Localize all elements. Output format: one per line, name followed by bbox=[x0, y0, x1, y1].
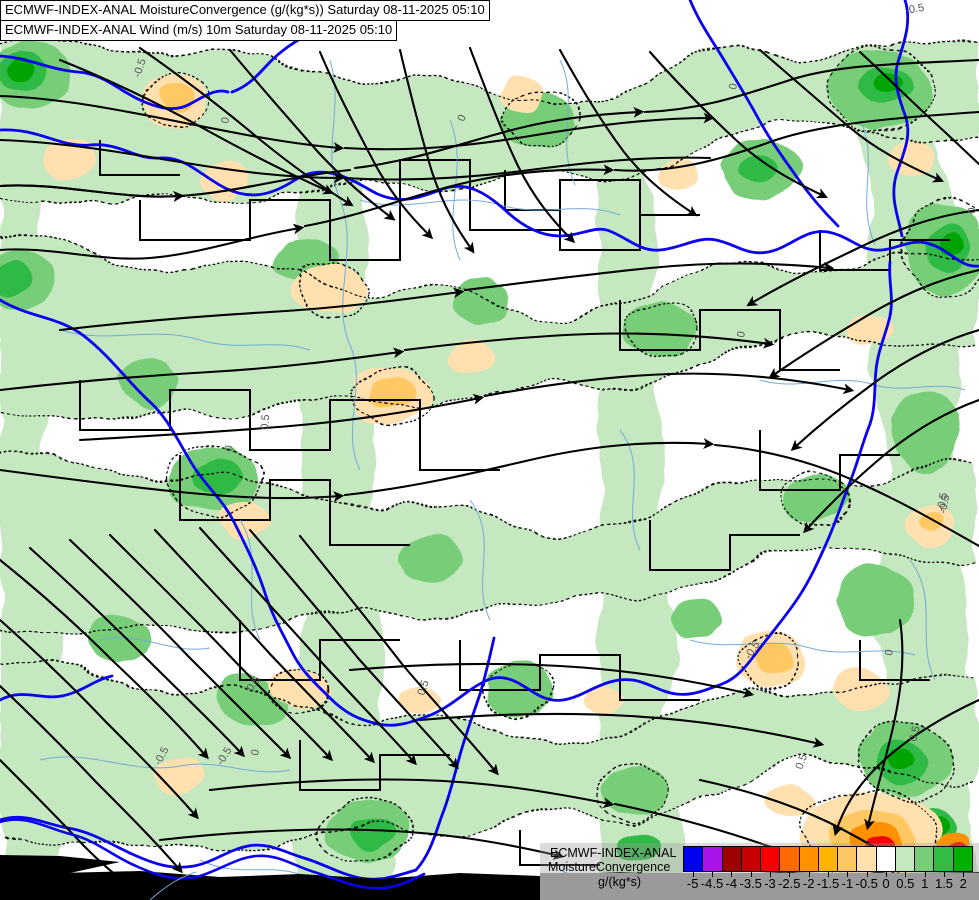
domain-mask-bottom-left bbox=[0, 855, 120, 873]
svg-text:0.5: 0.5 bbox=[415, 679, 431, 697]
colorbar-tick-label-9: -0.5 bbox=[855, 876, 878, 891]
svg-text:-0.5: -0.5 bbox=[937, 494, 952, 515]
colorbar-tick-label-6: -2 bbox=[802, 876, 815, 891]
svg-text:0: 0 bbox=[223, 444, 236, 452]
colorbar-tick-14 bbox=[963, 872, 965, 877]
header-moisture-convergence-label: ECMWF-INDEX-ANAL MoistureConvergence (g/… bbox=[0, 0, 490, 21]
svg-text:-0.5: -0.5 bbox=[131, 57, 148, 79]
colorbar-swatch-6 bbox=[799, 847, 819, 871]
colorbar-tick-12 bbox=[924, 872, 926, 877]
legend-variable-label: MoistureConvergence bbox=[548, 860, 671, 874]
colorbar-tick-label-0: -5 bbox=[686, 876, 699, 891]
colorbar-tick-8 bbox=[847, 872, 849, 877]
colorbar-tick-label-1: -4.5 bbox=[700, 876, 724, 891]
svg-text:0: 0 bbox=[966, 207, 978, 214]
colorbar-swatch-9 bbox=[857, 847, 877, 871]
colorbar-swatch-5 bbox=[780, 847, 800, 871]
colorbar-tick-labels: -5 -4.5 -4 -3.5 -3 -2.5 -2 -1.5 -1 -0.5 0 0.5 1 1.5 2 bbox=[668, 876, 979, 892]
contour-lines-dotted bbox=[0, 34, 979, 880]
colorbar-swatch-1 bbox=[703, 847, 723, 871]
colorbar-swatch-12 bbox=[915, 847, 935, 871]
colorbar-tick-label-13: 1.5 bbox=[934, 876, 954, 891]
colorbar-tick-13 bbox=[944, 872, 945, 877]
legend-units-label: g/(kg*s) bbox=[598, 875, 642, 889]
svg-text:0: 0 bbox=[456, 113, 469, 123]
svg-text:0: 0 bbox=[219, 116, 232, 124]
colorbar-tick-9 bbox=[866, 872, 868, 877]
colorbar-tick-label-10: 0 bbox=[882, 876, 890, 891]
svg-text:-0.5: -0.5 bbox=[904, 2, 925, 17]
svg-text:-0.5: -0.5 bbox=[935, 492, 950, 513]
colorbar-swatch-7 bbox=[818, 847, 839, 871]
colorbar-tick-label-7: -1.5 bbox=[816, 876, 840, 891]
colorbar-tick-10 bbox=[886, 872, 887, 877]
colorbar-swatch-2 bbox=[722, 847, 742, 871]
legend-panel: ECMWF-INDEX-ANAL MoistureConvergence g/(… bbox=[540, 843, 979, 900]
svg-text:0.5: 0.5 bbox=[794, 753, 811, 771]
colorbar-tick-11 bbox=[905, 872, 907, 877]
colorbar-tick-label-5: -2.5 bbox=[778, 876, 801, 891]
colorbar-swatch-0 bbox=[684, 847, 704, 871]
colorbar-tick-5 bbox=[789, 872, 791, 877]
colorbar-tick-label-8: -1 bbox=[841, 876, 854, 891]
colorbar-tick-label-11: 0.5 bbox=[896, 876, 915, 891]
colorbar-tick-0 bbox=[692, 872, 694, 877]
header-wind-label: ECMWF-INDEX-ANAL Wind (m/s) 10m Saturday… bbox=[0, 20, 398, 41]
colorbar-tick-3 bbox=[750, 872, 752, 877]
colorbar-tick-label-3: -3.5 bbox=[739, 876, 762, 891]
svg-text:0.5: 0.5 bbox=[259, 414, 272, 430]
colorbar[interactable] bbox=[683, 846, 973, 872]
colorbar-tick-7 bbox=[828, 872, 829, 877]
svg-text:0: 0 bbox=[735, 330, 748, 338]
legend-model-label: ECMWF-INDEX-ANAL bbox=[550, 846, 677, 860]
colorbar-tick-2 bbox=[731, 872, 733, 877]
colorbar-tick-4 bbox=[770, 872, 771, 877]
colorbar-swatch-14 bbox=[953, 847, 972, 871]
svg-text:0: 0 bbox=[883, 649, 896, 657]
wind-streamlines bbox=[0, 46, 979, 900]
contour-lines-solid bbox=[79, 140, 950, 866]
colorbar-swatch-13 bbox=[934, 847, 954, 871]
svg-text:0: 0 bbox=[249, 748, 262, 756]
colorbar-swatch-10 bbox=[876, 847, 896, 871]
svg-text:0.5: 0.5 bbox=[907, 725, 923, 743]
legend-lower-background bbox=[540, 873, 979, 900]
colorbar-tick-label-14: 2 bbox=[959, 876, 967, 891]
colorbar-tick-label-4: -3 bbox=[764, 876, 776, 891]
colorbar-swatch-4 bbox=[761, 847, 781, 871]
colorbar-tick-1 bbox=[712, 872, 713, 877]
colorbar-tick-label-2: -4 bbox=[725, 876, 738, 891]
colorbar-ticks bbox=[683, 872, 973, 877]
svg-text:0: 0 bbox=[727, 82, 740, 90]
colorbar-swatch-3 bbox=[741, 847, 762, 871]
colorbar-tick-label-12: 1 bbox=[921, 876, 929, 891]
colorbar-swatch-11 bbox=[895, 847, 916, 871]
colorbar-swatch-8 bbox=[838, 847, 858, 871]
fill-band-dark-green bbox=[0, 54, 968, 863]
colorbar-tick-6 bbox=[808, 872, 810, 877]
